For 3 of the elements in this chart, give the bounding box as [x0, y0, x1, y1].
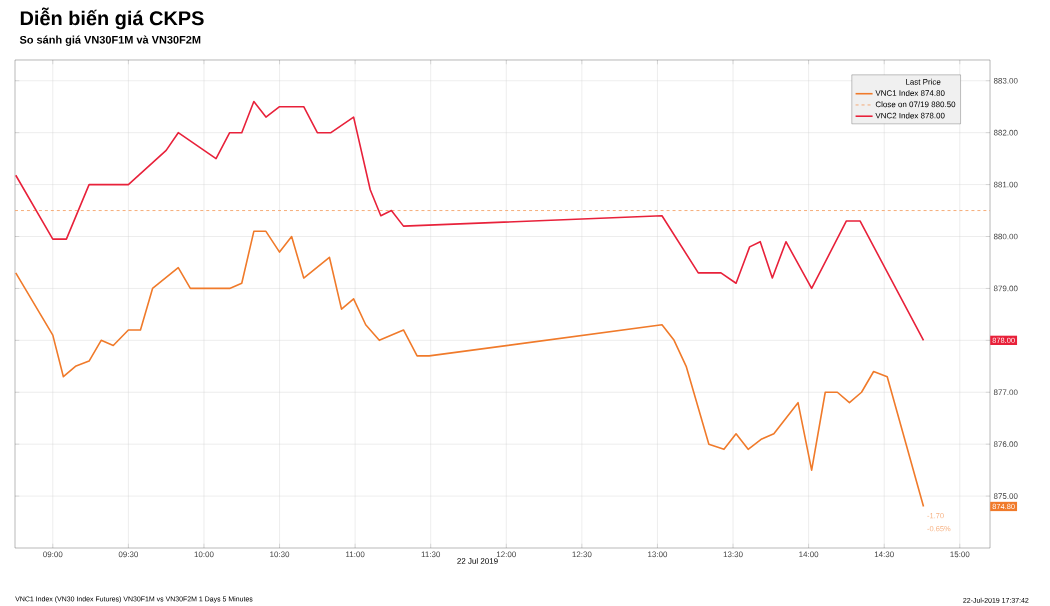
chart-title: Diễn biến giá CKPS [20, 7, 204, 30]
line-series [14, 230, 925, 508]
chart-subtitle: So sánh giá VN30F1M và VN30F2M [19, 35, 201, 46]
